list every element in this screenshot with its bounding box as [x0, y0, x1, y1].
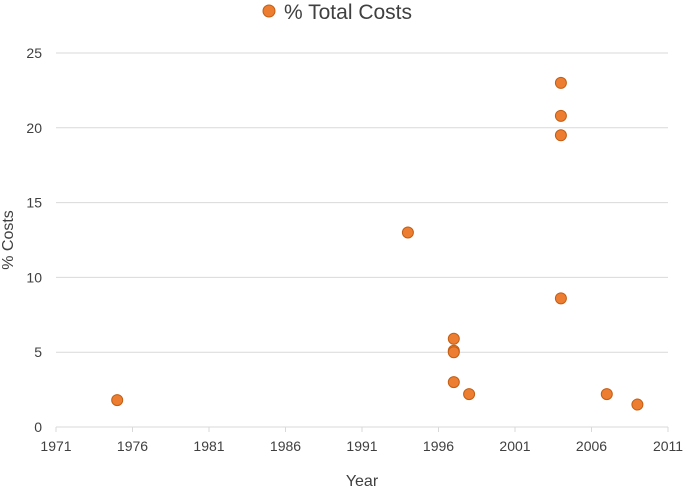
data-point — [554, 109, 567, 122]
x-tick-label: 2006 — [576, 438, 607, 454]
data-point — [447, 332, 460, 345]
x-tick-label: 1971 — [40, 438, 71, 454]
x-tick-label: 2001 — [499, 438, 530, 454]
data-point — [447, 376, 460, 389]
data-point — [447, 346, 460, 359]
x-tick-label: 1991 — [346, 438, 377, 454]
y-tick-label: 20 — [26, 120, 42, 136]
x-tick-label: 1996 — [423, 438, 454, 454]
legend: % Total Costs — [262, 1, 412, 24]
y-tick-label: 0 — [34, 419, 42, 435]
x-axis-title: Year — [346, 473, 379, 486]
y-tick-label: 25 — [26, 45, 42, 61]
data-point — [111, 394, 124, 407]
data-point — [401, 226, 414, 239]
data-point — [554, 76, 567, 89]
x-tick-label: 1986 — [270, 438, 301, 454]
y-tick-label: 5 — [34, 344, 42, 360]
data-point — [600, 388, 613, 401]
legend-label: % Total Costs — [284, 1, 412, 24]
gridlines — [55, 52, 669, 432]
data-point — [554, 292, 567, 305]
data-points — [111, 76, 644, 411]
y-axis-tick-labels: 0 5 10 15 20 25 — [26, 45, 42, 435]
data-point — [631, 398, 644, 411]
y-tick-label: 15 — [26, 195, 42, 211]
legend-marker — [262, 4, 276, 18]
x-axis-tick-labels: 1971 1976 1981 1986 1991 1996 2001 2006 2011 — [40, 438, 683, 454]
data-point — [463, 388, 476, 401]
y-axis-title: % Costs — [0, 210, 17, 270]
x-tick-label: 1981 — [193, 438, 224, 454]
x-tick-label: 2011 — [653, 438, 683, 454]
x-tick-label: 1976 — [117, 438, 148, 454]
y-tick-label: 10 — [26, 269, 42, 285]
data-point — [554, 129, 567, 142]
